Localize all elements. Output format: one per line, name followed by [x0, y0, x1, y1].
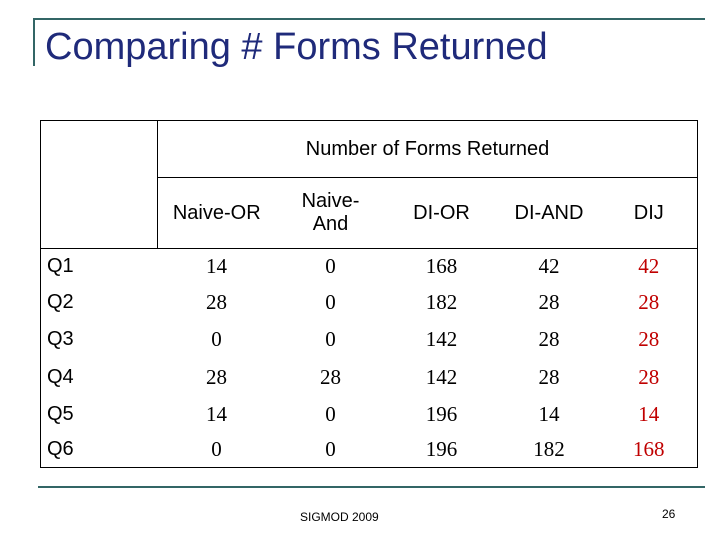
group-header: Number of Forms Returned: [157, 120, 698, 178]
page-number: 26: [662, 507, 676, 521]
cell: 28: [638, 364, 660, 389]
column-header: DI-AND: [498, 178, 601, 249]
row-label: Q6: [47, 438, 74, 461]
cell: 0: [325, 289, 336, 314]
cell: 0: [211, 437, 222, 462]
table-row: Q1 14 0 168 42 42: [41, 249, 698, 284]
row-label: Q4: [47, 365, 74, 388]
cell: 28: [638, 327, 660, 351]
cell: 28: [538, 364, 560, 389]
cell: 28: [538, 289, 560, 314]
row-label: Q1: [47, 254, 74, 277]
cell: 0: [325, 401, 336, 426]
column-header: Naive-OR: [158, 178, 276, 249]
cell: 14: [638, 401, 660, 426]
table-row: Q4 28 28 142 28 28: [41, 359, 698, 396]
cell: 182: [425, 289, 458, 314]
cell: 142: [425, 327, 458, 351]
column-header-text: Naive-And: [301, 190, 360, 235]
title: Comparing # Forms Returned: [45, 26, 548, 68]
top-rule: [33, 18, 705, 20]
corner-cell: [40, 120, 158, 249]
row-label: Q2: [47, 290, 74, 313]
cell: 0: [325, 437, 336, 462]
column-header-text: Naive-OR: [172, 201, 261, 224]
column-header: DI-OR: [386, 178, 498, 249]
table-row: Q3 0 0 142 28 28: [41, 321, 698, 359]
row-label: Q5: [47, 402, 74, 425]
cell: 168: [633, 437, 665, 462]
cell: 42: [538, 253, 560, 278]
cell: 14: [538, 401, 560, 426]
cell: 14: [206, 253, 227, 278]
cell: 0: [325, 327, 336, 351]
cell: 0: [211, 327, 222, 351]
cell: 28: [320, 364, 341, 389]
cell: 28: [206, 289, 227, 314]
column-header: Naive-And: [276, 178, 386, 249]
column-header-text: DI-OR: [413, 201, 470, 224]
cell: 142: [425, 364, 458, 389]
footer-venue: SIGMOD 2009: [300, 510, 379, 524]
cell: 28: [206, 364, 227, 389]
table-row: Q5 14 0 196 14 14: [41, 396, 698, 433]
cell: 196: [425, 401, 458, 426]
cell: 196: [425, 437, 458, 462]
column-header-text: DIJ: [633, 201, 664, 224]
column-header: DIJ: [601, 178, 698, 249]
data-table: Number of Forms Returned Naive-OR Naive-A…: [40, 120, 698, 468]
cell: 168: [425, 253, 458, 278]
row-label: Q3: [47, 328, 74, 350]
left-rule: [33, 18, 35, 66]
cell: 42: [638, 253, 660, 278]
column-header-text: DI-AND: [514, 201, 584, 224]
cell: 182: [533, 437, 565, 462]
table-row: Q6 0 0 196 182 168: [41, 433, 698, 468]
cell: 14: [206, 401, 227, 426]
table-row: Q2 28 0 182 28 28: [41, 284, 698, 321]
cell: 28: [638, 289, 660, 314]
cell: 0: [325, 253, 336, 278]
bottom-rule: [38, 486, 705, 488]
cell: 28: [538, 327, 560, 351]
